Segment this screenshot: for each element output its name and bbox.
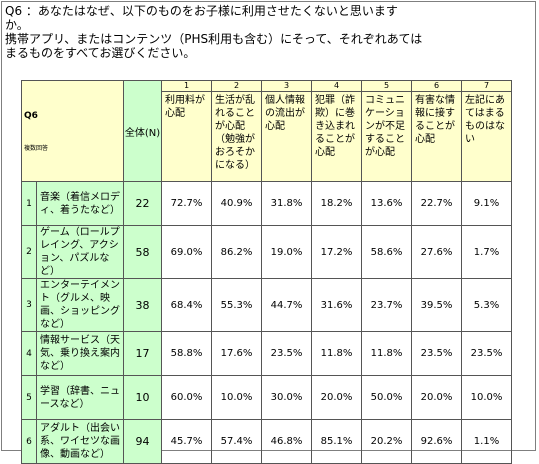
- percent-cell: 1.1%: [461, 419, 512, 464]
- col-number-7: 7: [461, 80, 512, 92]
- row-label: 情報サービス（天気、乗り換え案内など）: [36, 331, 124, 376]
- percent-cell: 17.2%: [311, 225, 362, 279]
- total-header: 全体(N): [123, 80, 162, 182]
- row-number: 2: [21, 225, 37, 279]
- percent-cell: 20.0%: [411, 375, 462, 420]
- percent-cell: 5.3%: [461, 278, 512, 332]
- row-label: エンターテイメント（グルメ、映画、ショッピングなど）: [36, 278, 124, 332]
- col-header-1: 利用料が心配: [161, 91, 212, 182]
- col-number-4: 4: [311, 80, 362, 92]
- row-number: 4: [21, 331, 37, 376]
- question-line-2: か。: [5, 18, 29, 32]
- col-number-2: 2: [211, 80, 262, 92]
- col-header-2: 生活が乱れることが心配（勉強がおろそかになる）: [211, 91, 262, 182]
- question-line-4: まるものをすべてお選びください。: [5, 46, 196, 60]
- row-label: 学習（辞書、ニュースなど）: [36, 375, 124, 420]
- percent-cell: 11.8%: [361, 331, 412, 376]
- row-label: ゲーム（ロールプレイング、アクション、パズルなど）: [36, 225, 124, 279]
- row-number: 5: [21, 375, 37, 420]
- row-total: 17: [123, 331, 162, 376]
- row-label: アダルト（出会い系、ワイセツな画像、動画など）: [36, 419, 124, 464]
- results-table: Q6 複数回答 全体(N) 1 2 3 4 5 6 7 利用料が心配 生活が乱れ…: [21, 80, 512, 464]
- percent-cell: 57.4%: [211, 419, 262, 464]
- percent-cell: 45.7%: [161, 419, 212, 464]
- row-number: 1: [21, 181, 37, 226]
- percent-cell: 23.5%: [261, 331, 312, 376]
- percent-cell: 13.6%: [361, 181, 412, 226]
- column-number-row: Q6 複数回答 全体(N) 1 2 3 4 5 6 7: [21, 80, 512, 182]
- col-number-5: 5: [361, 80, 412, 92]
- percent-cell: 19.0%: [261, 225, 312, 279]
- percent-cell: 22.7%: [411, 181, 462, 226]
- percent-cell: 50.0%: [361, 375, 412, 420]
- percent-cell: 85.1%: [311, 419, 362, 464]
- table-row: 5 学習（辞書、ニュースなど） 10 60.0% 10.0% 30.0% 20.0% 50.0…: [21, 375, 512, 420]
- percent-cell: 31.6%: [311, 278, 362, 332]
- percent-cell: 30.0%: [261, 375, 312, 420]
- table-body: 1 音楽（着信メロディ、着うたなど） 22 72.7% 40.9% 31.8% 18.2% 1…: [21, 181, 512, 464]
- percent-cell: 9.1%: [461, 181, 512, 226]
- table-row: 2 ゲーム（ロールプレイング、アクション、パズルなど） 58 69.0% 86.2% 19…: [21, 225, 512, 279]
- col-number-3: 3: [261, 80, 312, 92]
- col-header-6: 有害な情報に接することが心配: [411, 91, 462, 182]
- percent-cell: 20.0%: [311, 375, 362, 420]
- col-number-1: 1: [161, 80, 212, 92]
- percent-cell: 92.6%: [411, 419, 462, 464]
- col-number-6: 6: [411, 80, 462, 92]
- percent-cell: 23.5%: [461, 331, 512, 376]
- question-line-1: Q6 ：あなたはなぜ、以下のものをお子様に利用させたくないと思います: [5, 4, 398, 18]
- col-header-5: コミュニケーションが不足することが心配: [361, 91, 412, 182]
- col-header-4: 犯罪（詐欺）に巻き込まれることが心配: [311, 91, 362, 182]
- table-row: 4 情報サービス（天気、乗り換え案内など） 17 58.8% 17.6% 23.5% 11.…: [21, 331, 512, 376]
- row-total: 94: [123, 419, 162, 464]
- column-header-row: 利用料が心配 生活が乱れることが心配（勉強がおろそかになる） 個人情報の流出が心…: [22, 91, 512, 182]
- row-number: 6: [21, 419, 37, 464]
- percent-cell: 72.7%: [161, 181, 212, 226]
- question-line-3: 携帯アプリ、またはコンテンツ（PHS利用も含む）にそって、それぞれあては: [5, 32, 423, 46]
- percent-cell: 60.0%: [161, 375, 212, 420]
- row-total: 58: [123, 225, 162, 279]
- row-number: 3: [21, 278, 37, 332]
- percent-cell: 18.2%: [311, 181, 362, 226]
- percent-cell: 17.6%: [211, 331, 262, 376]
- row-label: 音楽（着信メロディ、着うたなど）: [36, 181, 124, 226]
- col-header-3: 個人情報の流出が心配: [261, 91, 312, 182]
- percent-cell: 68.4%: [161, 278, 212, 332]
- multiple-answer-note: 複数回答: [24, 144, 49, 152]
- row-total: 38: [123, 278, 162, 332]
- percent-cell: 86.2%: [211, 225, 262, 279]
- percent-cell: 69.0%: [161, 225, 212, 279]
- percent-cell: 11.8%: [311, 331, 362, 376]
- percent-cell: 46.8%: [261, 419, 312, 464]
- question-text: Q6 ：あなたはなぜ、以下のものをお子様に利用させたくないと思います か。 携帯…: [5, 4, 425, 60]
- percent-cell: 27.6%: [411, 225, 462, 279]
- row-total: 10: [123, 375, 162, 420]
- q6-label: Q6: [24, 110, 38, 121]
- percent-cell: 40.9%: [211, 181, 262, 226]
- percent-cell: 39.5%: [411, 278, 462, 332]
- percent-cell: 44.7%: [261, 278, 312, 332]
- col-header-7: 左記にあてはまるものはない: [461, 91, 512, 182]
- percent-cell: 58.6%: [361, 225, 412, 279]
- percent-cell: 23.7%: [361, 278, 412, 332]
- percent-cell: 55.3%: [211, 278, 262, 332]
- table-row: 1 音楽（着信メロディ、着うたなど） 22 72.7% 40.9% 31.8% 18.2% 1…: [21, 181, 512, 226]
- percent-cell: 58.8%: [161, 331, 212, 376]
- table-row: 6 アダルト（出会い系、ワイセツな画像、動画など） 94 45.7% 57.4% 46.8…: [21, 419, 512, 464]
- percent-cell: 10.0%: [211, 375, 262, 420]
- percent-cell: 31.8%: [261, 181, 312, 226]
- percent-cell: 10.0%: [461, 375, 512, 420]
- row-total: 22: [123, 181, 162, 226]
- percent-cell: 1.7%: [461, 225, 512, 279]
- table-row: 3 エンターテイメント（グルメ、映画、ショッピングなど） 38 68.4% 55.3% 4…: [21, 278, 512, 332]
- q6-header-cell: Q6 複数回答: [21, 80, 124, 182]
- percent-cell: 23.5%: [411, 331, 462, 376]
- percent-cell: 20.2%: [361, 419, 412, 464]
